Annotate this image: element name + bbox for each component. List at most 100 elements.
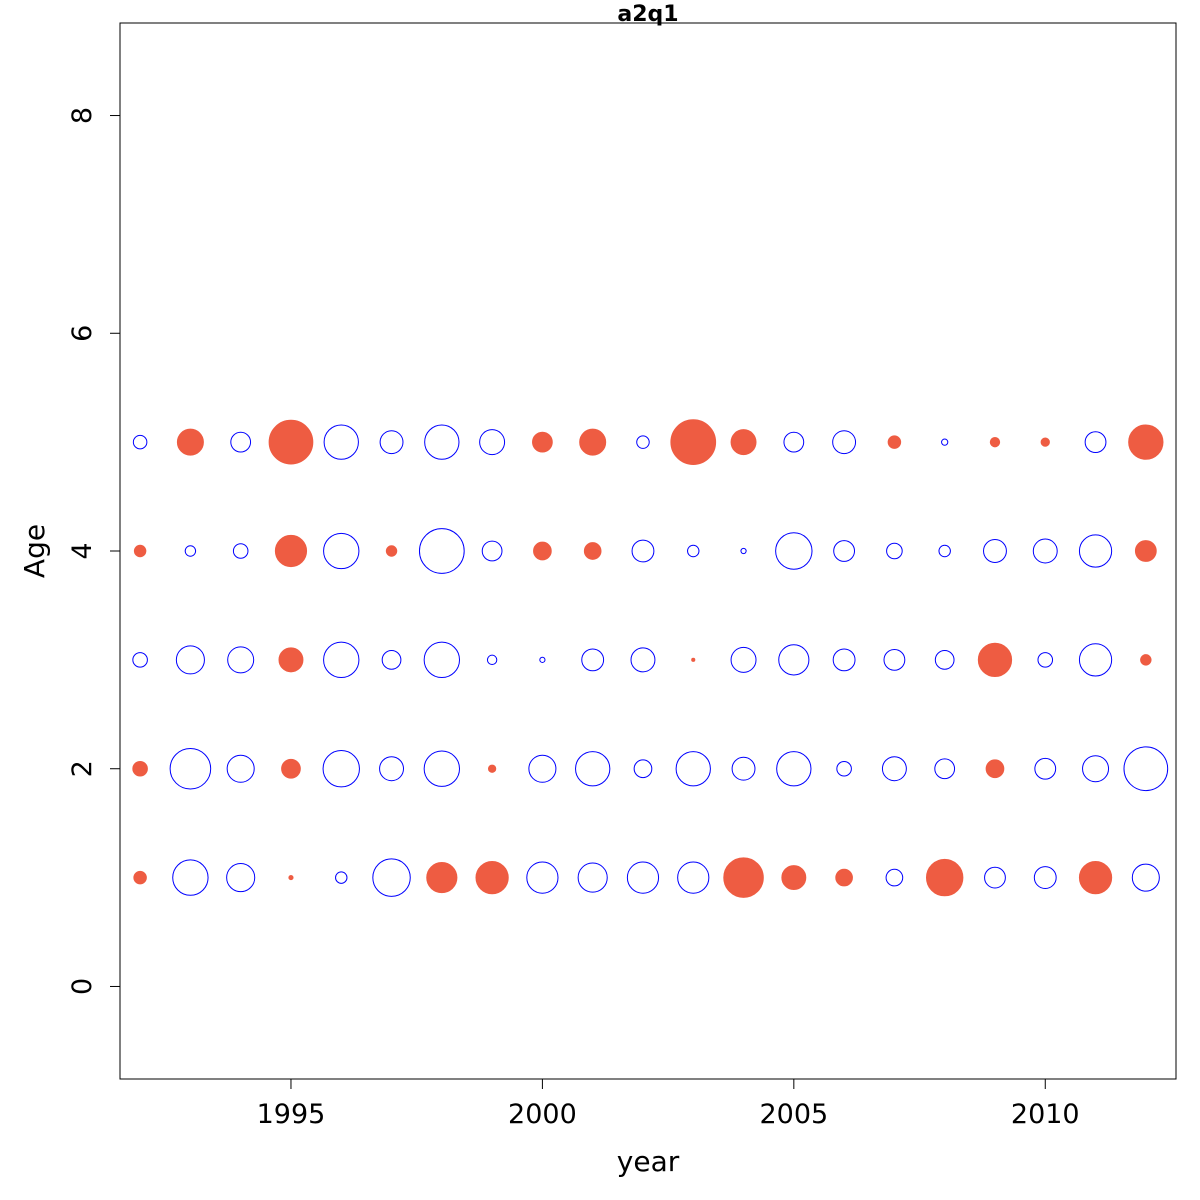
x-tick-label-2005: 2005 bbox=[759, 1099, 828, 1130]
bubble-age2-2005 bbox=[776, 751, 812, 787]
bubble-age4-2000 bbox=[533, 541, 552, 561]
x-axis: 1995 2000 2005 2010 bbox=[257, 1079, 1080, 1130]
bubble-age3-1996 bbox=[323, 641, 360, 679]
bubble-age1-2005 bbox=[781, 865, 807, 891]
bubble-age5-2009 bbox=[989, 436, 1001, 448]
bubble-age3-1993 bbox=[175, 645, 205, 675]
bubble-age3-1994 bbox=[227, 646, 255, 674]
bubble-age1-2012 bbox=[1131, 863, 1160, 892]
bubble-age1-1998 bbox=[426, 862, 458, 894]
bubble-age5-2004 bbox=[730, 429, 757, 456]
x-tick-label-2010: 2010 bbox=[1011, 1099, 1080, 1130]
bubble-age2-2006 bbox=[836, 760, 852, 777]
bubble-age5-1996 bbox=[323, 424, 359, 460]
bubble-age1-2007 bbox=[885, 868, 904, 887]
bubble-age1-2003 bbox=[677, 861, 710, 894]
bubble-age3-2001 bbox=[581, 648, 605, 672]
bubble-age4-1995 bbox=[274, 534, 308, 568]
bubble-age2-1995 bbox=[281, 758, 301, 779]
bubble-age5-1997 bbox=[379, 430, 404, 455]
bubble-age1-1992 bbox=[133, 870, 147, 885]
bubble-age5-2003 bbox=[670, 419, 717, 465]
y-tick-label-6: 6 bbox=[67, 325, 98, 342]
y-axis-label: Age bbox=[18, 524, 51, 578]
bubble-age5-1998 bbox=[424, 424, 460, 460]
bubble-age3-2008 bbox=[934, 650, 955, 670]
bubble-age5-1993 bbox=[176, 428, 204, 456]
bubble-age3-2003 bbox=[691, 657, 696, 662]
y-tick-label-0: 0 bbox=[67, 978, 98, 995]
bubble-age3-2010 bbox=[1037, 652, 1054, 668]
bubble-age4-1993 bbox=[184, 545, 197, 557]
bubble-age2-2011 bbox=[1082, 755, 1110, 783]
bubble-age4-2009 bbox=[983, 539, 1007, 563]
x-axis-label: year bbox=[617, 1145, 680, 1178]
bubble-age5-1994 bbox=[230, 431, 252, 453]
bubble-age3-2011 bbox=[1078, 643, 1113, 677]
y-tick-label-2: 2 bbox=[67, 760, 98, 777]
bubble-age5-2006 bbox=[832, 430, 857, 455]
bubble-age4-2004 bbox=[740, 547, 747, 555]
bubble-age2-1999 bbox=[487, 764, 497, 773]
bubble-age4-2012 bbox=[1134, 540, 1157, 562]
bubble-age2-1993 bbox=[169, 747, 212, 790]
bubble-age3-2000 bbox=[539, 656, 546, 663]
bubble-age5-2001 bbox=[579, 428, 607, 456]
bubble-age5-1999 bbox=[479, 429, 506, 456]
bubble-age1-1996 bbox=[335, 871, 348, 884]
bubble-age2-1997 bbox=[379, 756, 405, 782]
bubble-age1-1993 bbox=[172, 859, 209, 896]
y-axis: 0 2 4 6 8 bbox=[67, 107, 120, 995]
bubble-age3-1997 bbox=[381, 650, 402, 670]
bubble-age2-1996 bbox=[322, 750, 360, 788]
bubble-age3-1995 bbox=[278, 647, 304, 673]
bubble-age1-2004 bbox=[723, 857, 764, 898]
bubble-age1-1994 bbox=[226, 863, 256, 893]
bubble-age4-2005 bbox=[775, 532, 813, 570]
bubble-age5-2005 bbox=[783, 431, 805, 453]
bubble-age1-2010 bbox=[1033, 866, 1057, 890]
bubble-age4-1994 bbox=[232, 543, 249, 559]
bubble-age1-1995 bbox=[288, 875, 294, 881]
bubble-age5-1992 bbox=[132, 434, 148, 450]
bubble-age3-2007 bbox=[883, 648, 906, 671]
bubble-age4-2010 bbox=[1032, 538, 1058, 564]
bubble-age2-2004 bbox=[731, 756, 756, 781]
bubble-age4-2006 bbox=[833, 540, 856, 562]
bubble-age2-2010 bbox=[1034, 757, 1057, 780]
bubble-age3-2002 bbox=[630, 647, 656, 673]
bubble-age5-2012 bbox=[1128, 424, 1164, 460]
bubble-age1-2006 bbox=[835, 868, 853, 887]
bubble-age3-2004 bbox=[730, 646, 757, 673]
bubble-age1-2000 bbox=[526, 861, 559, 894]
bubble-age4-1998 bbox=[418, 528, 465, 574]
bubble-age1-2001 bbox=[577, 862, 608, 893]
y-tick-label-8: 8 bbox=[67, 107, 98, 124]
bubble-age1-2011 bbox=[1078, 860, 1113, 895]
bubble-age2-2008 bbox=[934, 758, 956, 780]
x-tick-label-1995: 1995 bbox=[257, 1099, 326, 1130]
bubble-age1-2002 bbox=[626, 861, 660, 894]
y-tick-label-4: 4 bbox=[67, 542, 98, 559]
bubble-age5-2002 bbox=[636, 435, 650, 449]
bubble-age4-1997 bbox=[385, 545, 398, 557]
bubble-age4-2003 bbox=[687, 544, 700, 558]
bubble-age1-2009 bbox=[984, 866, 1006, 889]
bubble-age2-1992 bbox=[132, 760, 148, 777]
bubble-age5-2000 bbox=[532, 431, 553, 453]
bubble-age2-2002 bbox=[633, 759, 653, 779]
bubble-age3-2006 bbox=[832, 648, 856, 672]
bubble-age1-2008 bbox=[925, 858, 964, 897]
bubble-age2-2003 bbox=[675, 751, 711, 787]
bubble-age3-1999 bbox=[486, 654, 498, 666]
bubble-age3-2009 bbox=[977, 642, 1013, 678]
bubble-age4-1992 bbox=[133, 544, 147, 558]
bubble-age1-1997 bbox=[372, 858, 411, 897]
bubble-age4-1996 bbox=[323, 532, 360, 570]
bubble-age4-2011 bbox=[1078, 534, 1113, 568]
bubble-age1-1999 bbox=[475, 860, 509, 895]
bubble-age2-1994 bbox=[226, 754, 255, 783]
bubble-age5-2008 bbox=[941, 438, 949, 446]
bubble-age2-2009 bbox=[985, 759, 1005, 779]
